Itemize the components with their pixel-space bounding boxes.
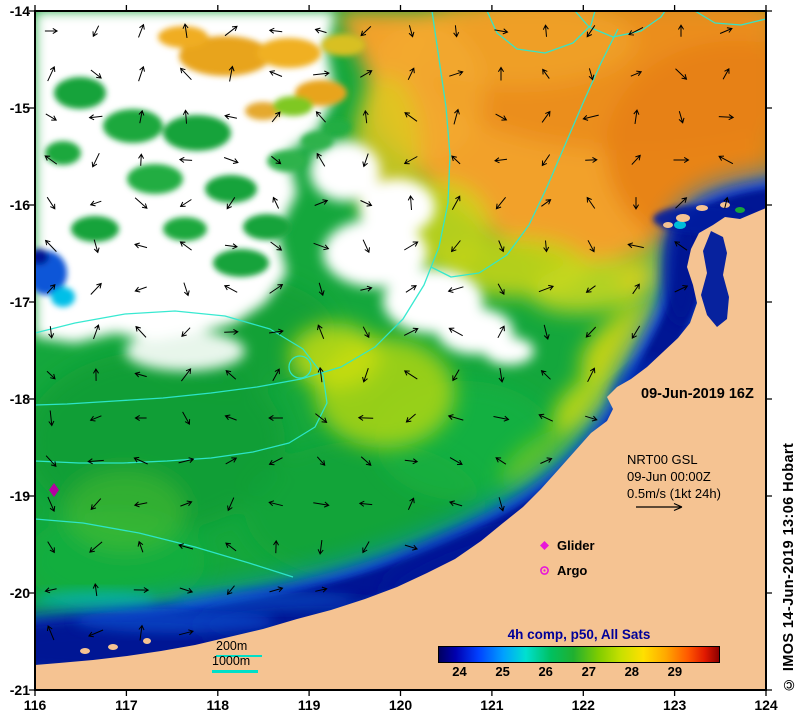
- argo-legend: Argo: [539, 563, 587, 578]
- current-vector-arrows: [44, 23, 735, 641]
- glider-legend: Glider: [539, 538, 595, 553]
- land-australia-nw: [35, 208, 766, 690]
- lon-tick-label: 119: [297, 697, 321, 713]
- lon-tick-label: 122: [571, 697, 595, 713]
- contour-200m-line: [216, 655, 262, 657]
- velocity-scale-arrow-icon: [636, 502, 683, 512]
- lat-tick-label: -17: [9, 294, 30, 310]
- colorbar-tick: 28: [624, 664, 640, 679]
- glider-diamond-icon: [540, 541, 549, 550]
- lon-tick-label: 120: [388, 697, 413, 713]
- lon-tick-label: 116: [23, 697, 47, 713]
- product-name: NRT00 GSL: [627, 452, 698, 467]
- cloud-gap-patches: [35, 26, 365, 307]
- king-sound-inlet: [701, 231, 729, 327]
- argo-label: Argo: [557, 563, 588, 578]
- copyright-text: © IMOS 14-Jun-2019 13:06 Hobart: [781, 442, 797, 692]
- map-layers: [35, 11, 766, 690]
- lat-tick-label: -14: [9, 3, 30, 19]
- depth-legend-1000m: 1000m: [212, 655, 258, 673]
- valid-time-label: 09-Jun-2019 16Z: [641, 386, 754, 402]
- colorbar: [438, 646, 720, 663]
- plot-frame: [34, 10, 767, 691]
- sst-map-canvas: [29, 5, 772, 696]
- velocity-scale-label: 0.5m/s (1kt 24h): [627, 486, 721, 501]
- velocity-product-info: NRT00 GSL 09-Jun 00:00Z 0.5m/s (1kt 24h): [627, 451, 721, 502]
- contour-1000m-line: [212, 670, 258, 673]
- argo-circle-icon: [540, 566, 549, 575]
- lat-tick-label: -16: [9, 197, 30, 213]
- depth-1000m-label: 1000m: [212, 654, 251, 668]
- lat-tick-label: -19: [9, 488, 30, 504]
- glider-position-marker: [49, 483, 59, 497]
- product-time: 09-Jun 00:00Z: [627, 469, 711, 484]
- colorbar-tick-labels: 24 25 26 27 28 29: [438, 664, 720, 680]
- colorbar-tick: 29: [667, 664, 683, 679]
- lat-tick-label: -18: [9, 391, 30, 407]
- lon-tick-label: 117: [115, 697, 138, 713]
- depth-legend-200m: 200m: [216, 640, 262, 657]
- lat-tick-label: -15: [9, 100, 30, 116]
- bathymetry-contours: [35, 11, 766, 578]
- lon-tick-label: 121: [480, 697, 504, 713]
- colorbar-tick: 24: [452, 664, 467, 679]
- colorbar-tick: 25: [495, 664, 510, 679]
- colorbar-tick: 27: [581, 664, 597, 679]
- lat-tick-label: -20: [9, 585, 30, 601]
- depth-200m-label: 200m: [216, 639, 248, 653]
- colorbar-tick: 26: [538, 664, 553, 679]
- lon-tick-label: 123: [662, 697, 687, 713]
- lon-tick-label: 118: [206, 697, 230, 713]
- colorbar-title: 4h comp, p50, All Sats: [507, 627, 651, 642]
- lat-tick-label: -21: [9, 682, 30, 698]
- axis-ticks: [29, 5, 772, 696]
- lon-tick-label: 124: [754, 697, 778, 713]
- glider-label: Glider: [557, 538, 595, 553]
- coastal-islands: [80, 202, 745, 654]
